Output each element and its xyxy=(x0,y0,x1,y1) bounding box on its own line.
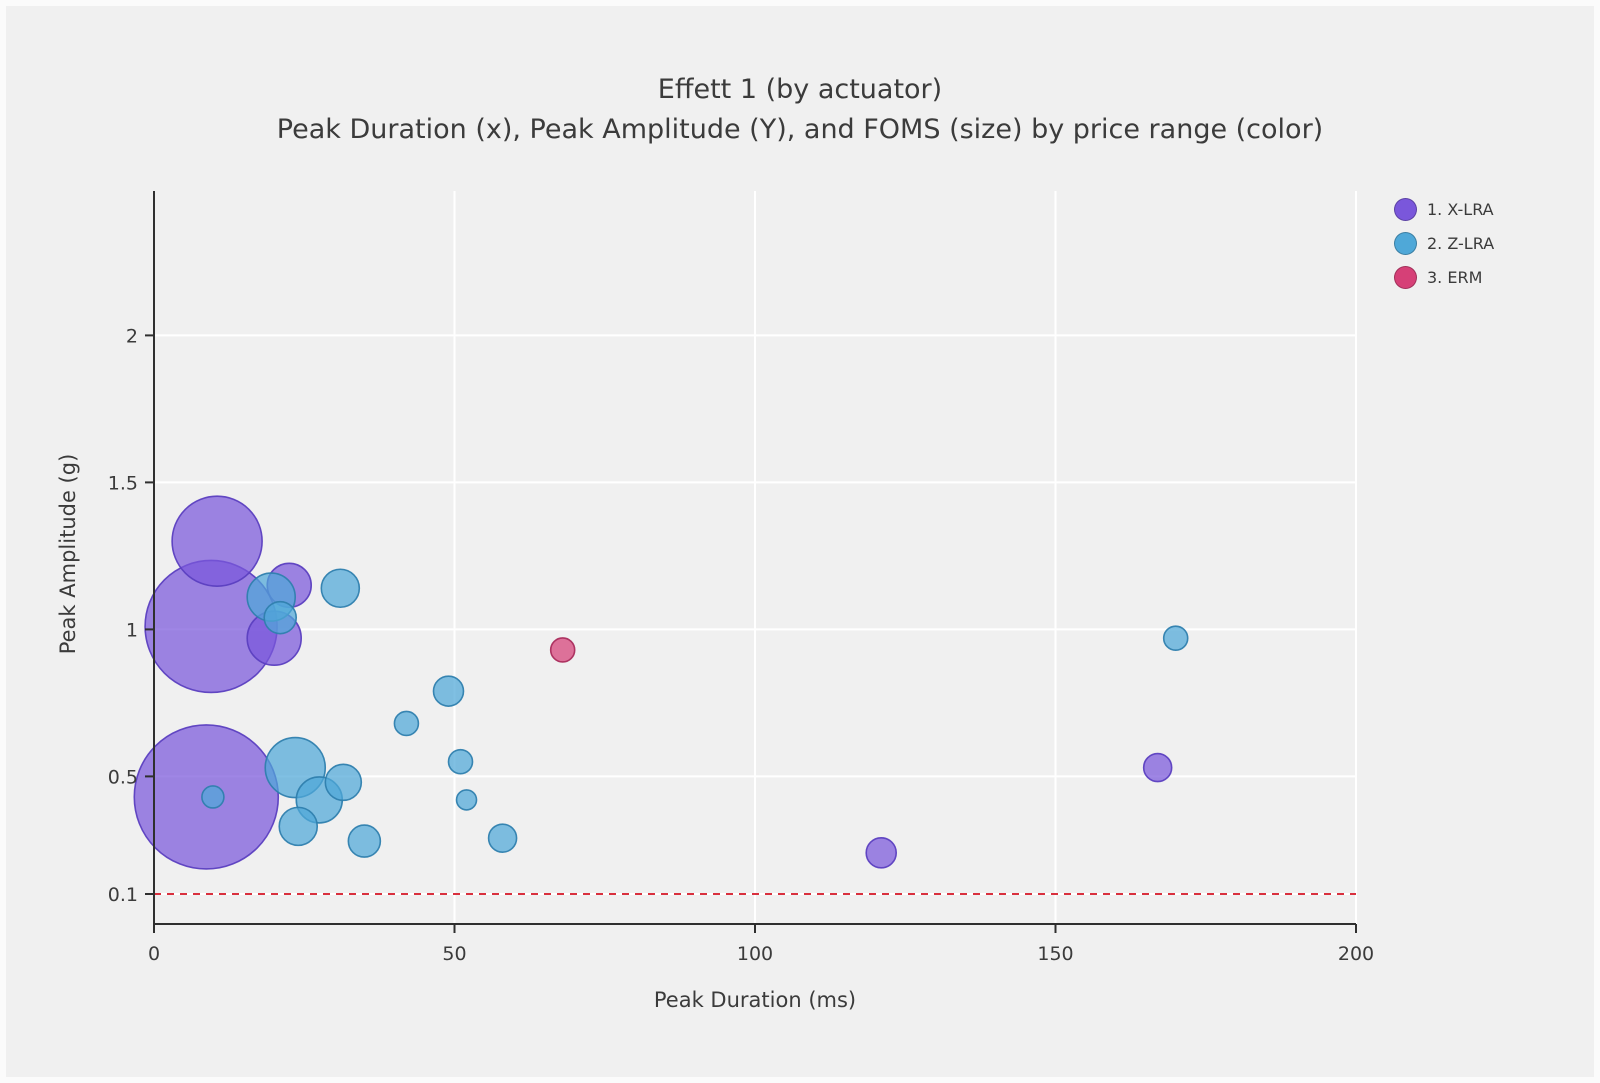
bubble-series-2[interactable] xyxy=(455,789,478,811)
legend-label: 1. X-LRA xyxy=(1427,200,1494,219)
bubble-series-2[interactable] xyxy=(1162,625,1189,652)
y-tick-label: 2 xyxy=(126,325,138,347)
x-tick-label: 50 xyxy=(442,943,466,965)
bubble-series-2[interactable] xyxy=(432,675,465,707)
bubble-series-2[interactable] xyxy=(393,710,420,737)
bubble-series-2[interactable] xyxy=(263,600,298,635)
x-tick-label: 200 xyxy=(1338,943,1374,965)
y-axis-title: Peak Amplitude (g) xyxy=(56,453,80,655)
bubble-chart: 0 50 100 150 200 0.1 0.5 1 1.5 2 xyxy=(108,191,1374,965)
x-tick-label: 100 xyxy=(737,943,773,965)
bubble-series-2[interactable] xyxy=(347,824,382,858)
legend-item-3[interactable]: 3. ERM xyxy=(1394,266,1494,289)
chart-title: Effett 1 (by actuator) xyxy=(657,74,943,105)
legend-swatch-icon xyxy=(1394,198,1417,221)
y-tick-label: 0.1 xyxy=(108,884,138,906)
bubble-series-1[interactable] xyxy=(171,495,263,588)
bubble-series-2[interactable] xyxy=(201,785,225,809)
bubble-series-3[interactable] xyxy=(549,637,576,663)
legend-item-1[interactable]: 1. X-LRA xyxy=(1394,198,1494,221)
legend: 1. X-LRA 2. Z-LRA 3. ERM xyxy=(1394,198,1494,300)
y-tick-label: 1 xyxy=(126,619,138,641)
y-tick-label: 1.5 xyxy=(108,472,138,494)
legend-swatch-icon xyxy=(1394,232,1417,255)
bubble-series-2[interactable] xyxy=(447,748,474,775)
legend-swatch-icon xyxy=(1394,266,1417,289)
bubble-series-2[interactable] xyxy=(320,568,361,609)
bubble-series-2[interactable] xyxy=(487,823,518,853)
bubble-series-2[interactable] xyxy=(278,806,319,847)
bubble-series-2[interactable] xyxy=(324,763,363,802)
bubble-series-1[interactable] xyxy=(865,837,898,869)
legend-item-2[interactable]: 2. Z-LRA xyxy=(1394,232,1494,255)
x-tick-label: 150 xyxy=(1037,943,1073,965)
bubble-series-1[interactable] xyxy=(1142,752,1173,783)
legend-label: 2. Z-LRA xyxy=(1427,234,1495,253)
legend-label: 3. ERM xyxy=(1427,268,1483,287)
title-block: Effett 1 (by actuator) Peak Duration (x)… xyxy=(6,72,1594,149)
x-tick-label: 0 xyxy=(148,943,160,965)
y-tick-label: 0.5 xyxy=(108,766,138,788)
chart-subtitle: Peak Duration (x), Peak Amplitude (Y), a… xyxy=(276,114,1324,146)
x-axis-title: Peak Duration (ms) xyxy=(653,988,857,1012)
